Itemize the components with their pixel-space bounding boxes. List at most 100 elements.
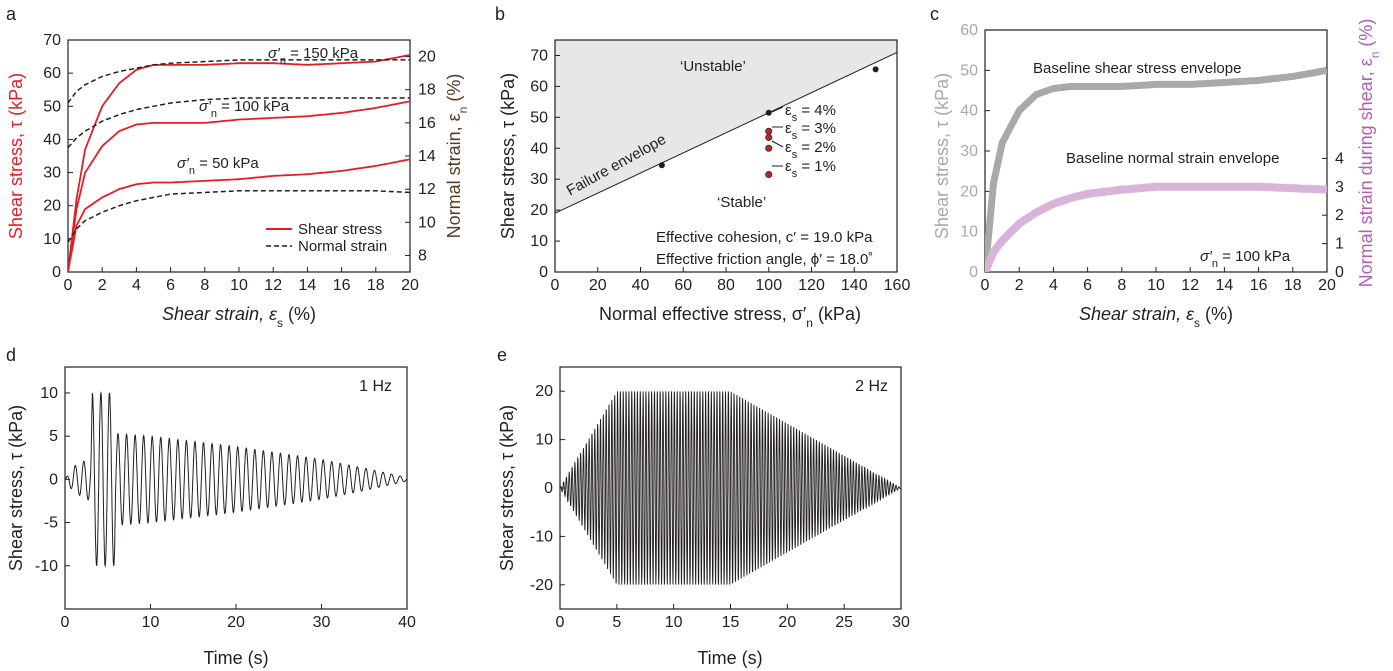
b-y-tick-label: 20 — [530, 202, 548, 219]
b-x-tick-label: 80 — [717, 277, 735, 294]
a-x-tick-label: 14 — [299, 277, 317, 294]
panel-c-right-ticks: 0 1 2 3 4 — [1322, 150, 1344, 281]
legend-normal-label: Normal strain — [298, 238, 387, 255]
shear-stress-line-100 — [68, 100, 410, 272]
normal-strain-line-100 — [68, 97, 410, 149]
strain-point-1 — [765, 171, 773, 179]
failure-envelope-line — [555, 51, 897, 214]
panel-b-label: b — [495, 4, 505, 24]
panel-c-x-ticks: 0 2 4 6 8 10 12 14 16 18 20 — [981, 267, 1336, 294]
failure-point — [872, 66, 879, 73]
panel-a-ylabel-left: Shear stress, τ (kPa) — [6, 73, 26, 239]
panel-b-strain-2: εs = 2% — [785, 139, 836, 161]
c-r-tick-label: 4 — [1335, 150, 1344, 167]
panel-a-right-ticks: 8 10 12 14 16 18 20 — [405, 49, 436, 264]
c-x-tick-label: 6 — [1083, 277, 1092, 294]
panel-a-label: a — [6, 4, 17, 24]
panel-b-unstable-region — [555, 40, 897, 214]
panel-e-waveform — [559, 391, 902, 585]
panel-d-label: d — [6, 345, 16, 365]
panel-d-x-ticks: 0 10 20 30 40 — [61, 604, 416, 631]
c-x-tick-label: 2 — [1015, 277, 1024, 294]
a-y-tick-label: 70 — [43, 32, 61, 49]
panel-a-xlabel: Shear strain, εs (%) — [162, 304, 316, 330]
d-x-tick-label: 40 — [398, 614, 416, 631]
b-y-tick-label: 70 — [530, 47, 548, 64]
a-y-tick-label: 40 — [43, 131, 61, 148]
shear-stress-line-150 — [68, 54, 410, 272]
panel-e: e 0 5 10 15 20 25 30 -20 -10 0 10 20 2 Hz Time (s)… — [497, 345, 910, 668]
normal-strain-line-50 — [68, 190, 410, 243]
strain-point-4 — [765, 127, 773, 135]
panel-b-friction: Effective friction angle, ϕ′ = 18.0˚ — [656, 251, 873, 268]
panel-a-ylabel-right: Normal strain, εn (%) — [444, 74, 470, 239]
a-x-tick-label: 12 — [264, 277, 282, 294]
c-r-tick-label: 0 — [1335, 264, 1344, 281]
failure-point — [765, 109, 772, 116]
a-y-tick-label: 50 — [43, 98, 61, 115]
panel-c-ylabel-right: Normal strain during shear, εn (%) — [1356, 19, 1382, 288]
panel-e-xlabel: Time (s) — [697, 648, 762, 668]
b-x-tick-label: 140 — [841, 277, 868, 294]
b-x-tick-label: 100 — [755, 277, 782, 294]
a-y-tick-label: 60 — [43, 65, 61, 82]
panel-e-x-ticks: 0 5 10 15 20 25 30 — [556, 604, 910, 631]
panel-d-waveform — [64, 391, 408, 568]
panel-d-ylabel: Shear stress, τ (kPa) — [6, 405, 26, 571]
panel-d-frame — [64, 366, 408, 610]
panel-b-cohesion: Effective cohesion, c′ = 19.0 kPa — [656, 229, 873, 246]
b-x-tick-label: 20 — [589, 277, 607, 294]
a-r-tick-label: 10 — [418, 214, 436, 231]
c-y-tick-label: 10 — [960, 224, 978, 241]
b-x-tick-label: 0 — [551, 277, 560, 294]
strain-point-3 — [765, 133, 773, 141]
panel-c-label: c — [930, 4, 939, 24]
normal-envelope-band — [985, 182, 1327, 272]
b-y-tick-label: 60 — [530, 78, 548, 95]
c-y-tick-label: 0 — [969, 264, 978, 281]
normal-strain-line-150 — [68, 59, 410, 104]
a-r-tick-label: 16 — [418, 115, 436, 132]
a-y-tick-label: 30 — [43, 165, 61, 182]
panel-e-y-ticks: -20 -10 0 10 20 — [530, 383, 565, 594]
c-x-tick-label: 14 — [1216, 277, 1234, 294]
a-r-tick-label: 14 — [418, 148, 436, 165]
panel-e-freq: 2 Hz — [855, 378, 888, 395]
e-x-tick-label: 20 — [778, 614, 796, 631]
panel-b-ylabel: Shear stress, τ (kPa) — [498, 73, 518, 239]
panel-a-x-ticks: 0 2 4 6 8 10 12 14 16 18 20 — [64, 267, 419, 294]
a-y-tick-label: 0 — [52, 264, 61, 281]
panel-e-label: e — [497, 345, 507, 365]
c-x-tick-label: 8 — [1117, 277, 1126, 294]
panel-b-strain-3: εs = 3% — [785, 120, 836, 142]
panel-d-freq: 1 Hz — [359, 378, 392, 395]
a-r-tick-label: 12 — [418, 181, 436, 198]
a-r-tick-label: 20 — [418, 49, 436, 66]
panel-a-label-150: σ′n = 150 kPa — [268, 45, 359, 67]
d-y-tick-label: -10 — [35, 558, 58, 575]
a-x-tick-label: 2 — [98, 277, 107, 294]
e-x-tick-label: 15 — [722, 614, 740, 631]
panel-c-xlabel: Shear strain, εs (%) — [1079, 304, 1233, 330]
e-x-tick-label: 25 — [835, 614, 853, 631]
panel-d-y-ticks: -10 -5 0 5 10 — [35, 385, 70, 575]
b-x-tick-label: 120 — [798, 277, 825, 294]
c-x-tick-label: 12 — [1181, 277, 1199, 294]
b-x-tick-label: 60 — [674, 277, 692, 294]
e-y-tick-label: 20 — [535, 383, 553, 400]
panel-a-label-100: σ′n = 100 kPa — [199, 98, 290, 120]
a-y-tick-label: 10 — [43, 231, 61, 248]
e-x-tick-label: 10 — [665, 614, 683, 631]
b-y-tick-label: 0 — [539, 264, 548, 281]
panel-b-xlabel: Normal effective stress, σ′n (kPa) — [599, 304, 861, 330]
e-y-tick-label: -10 — [530, 528, 553, 545]
c-y-tick-label: 30 — [960, 143, 978, 160]
a-x-tick-label: 6 — [166, 277, 175, 294]
c-y-tick-label: 20 — [960, 183, 978, 200]
c-x-tick-label: 4 — [1049, 277, 1058, 294]
d-y-tick-label: 5 — [49, 428, 58, 445]
panel-d-xlabel: Time (s) — [203, 648, 268, 668]
c-x-tick-label: 0 — [981, 277, 990, 294]
c-y-tick-label: 40 — [960, 103, 978, 120]
